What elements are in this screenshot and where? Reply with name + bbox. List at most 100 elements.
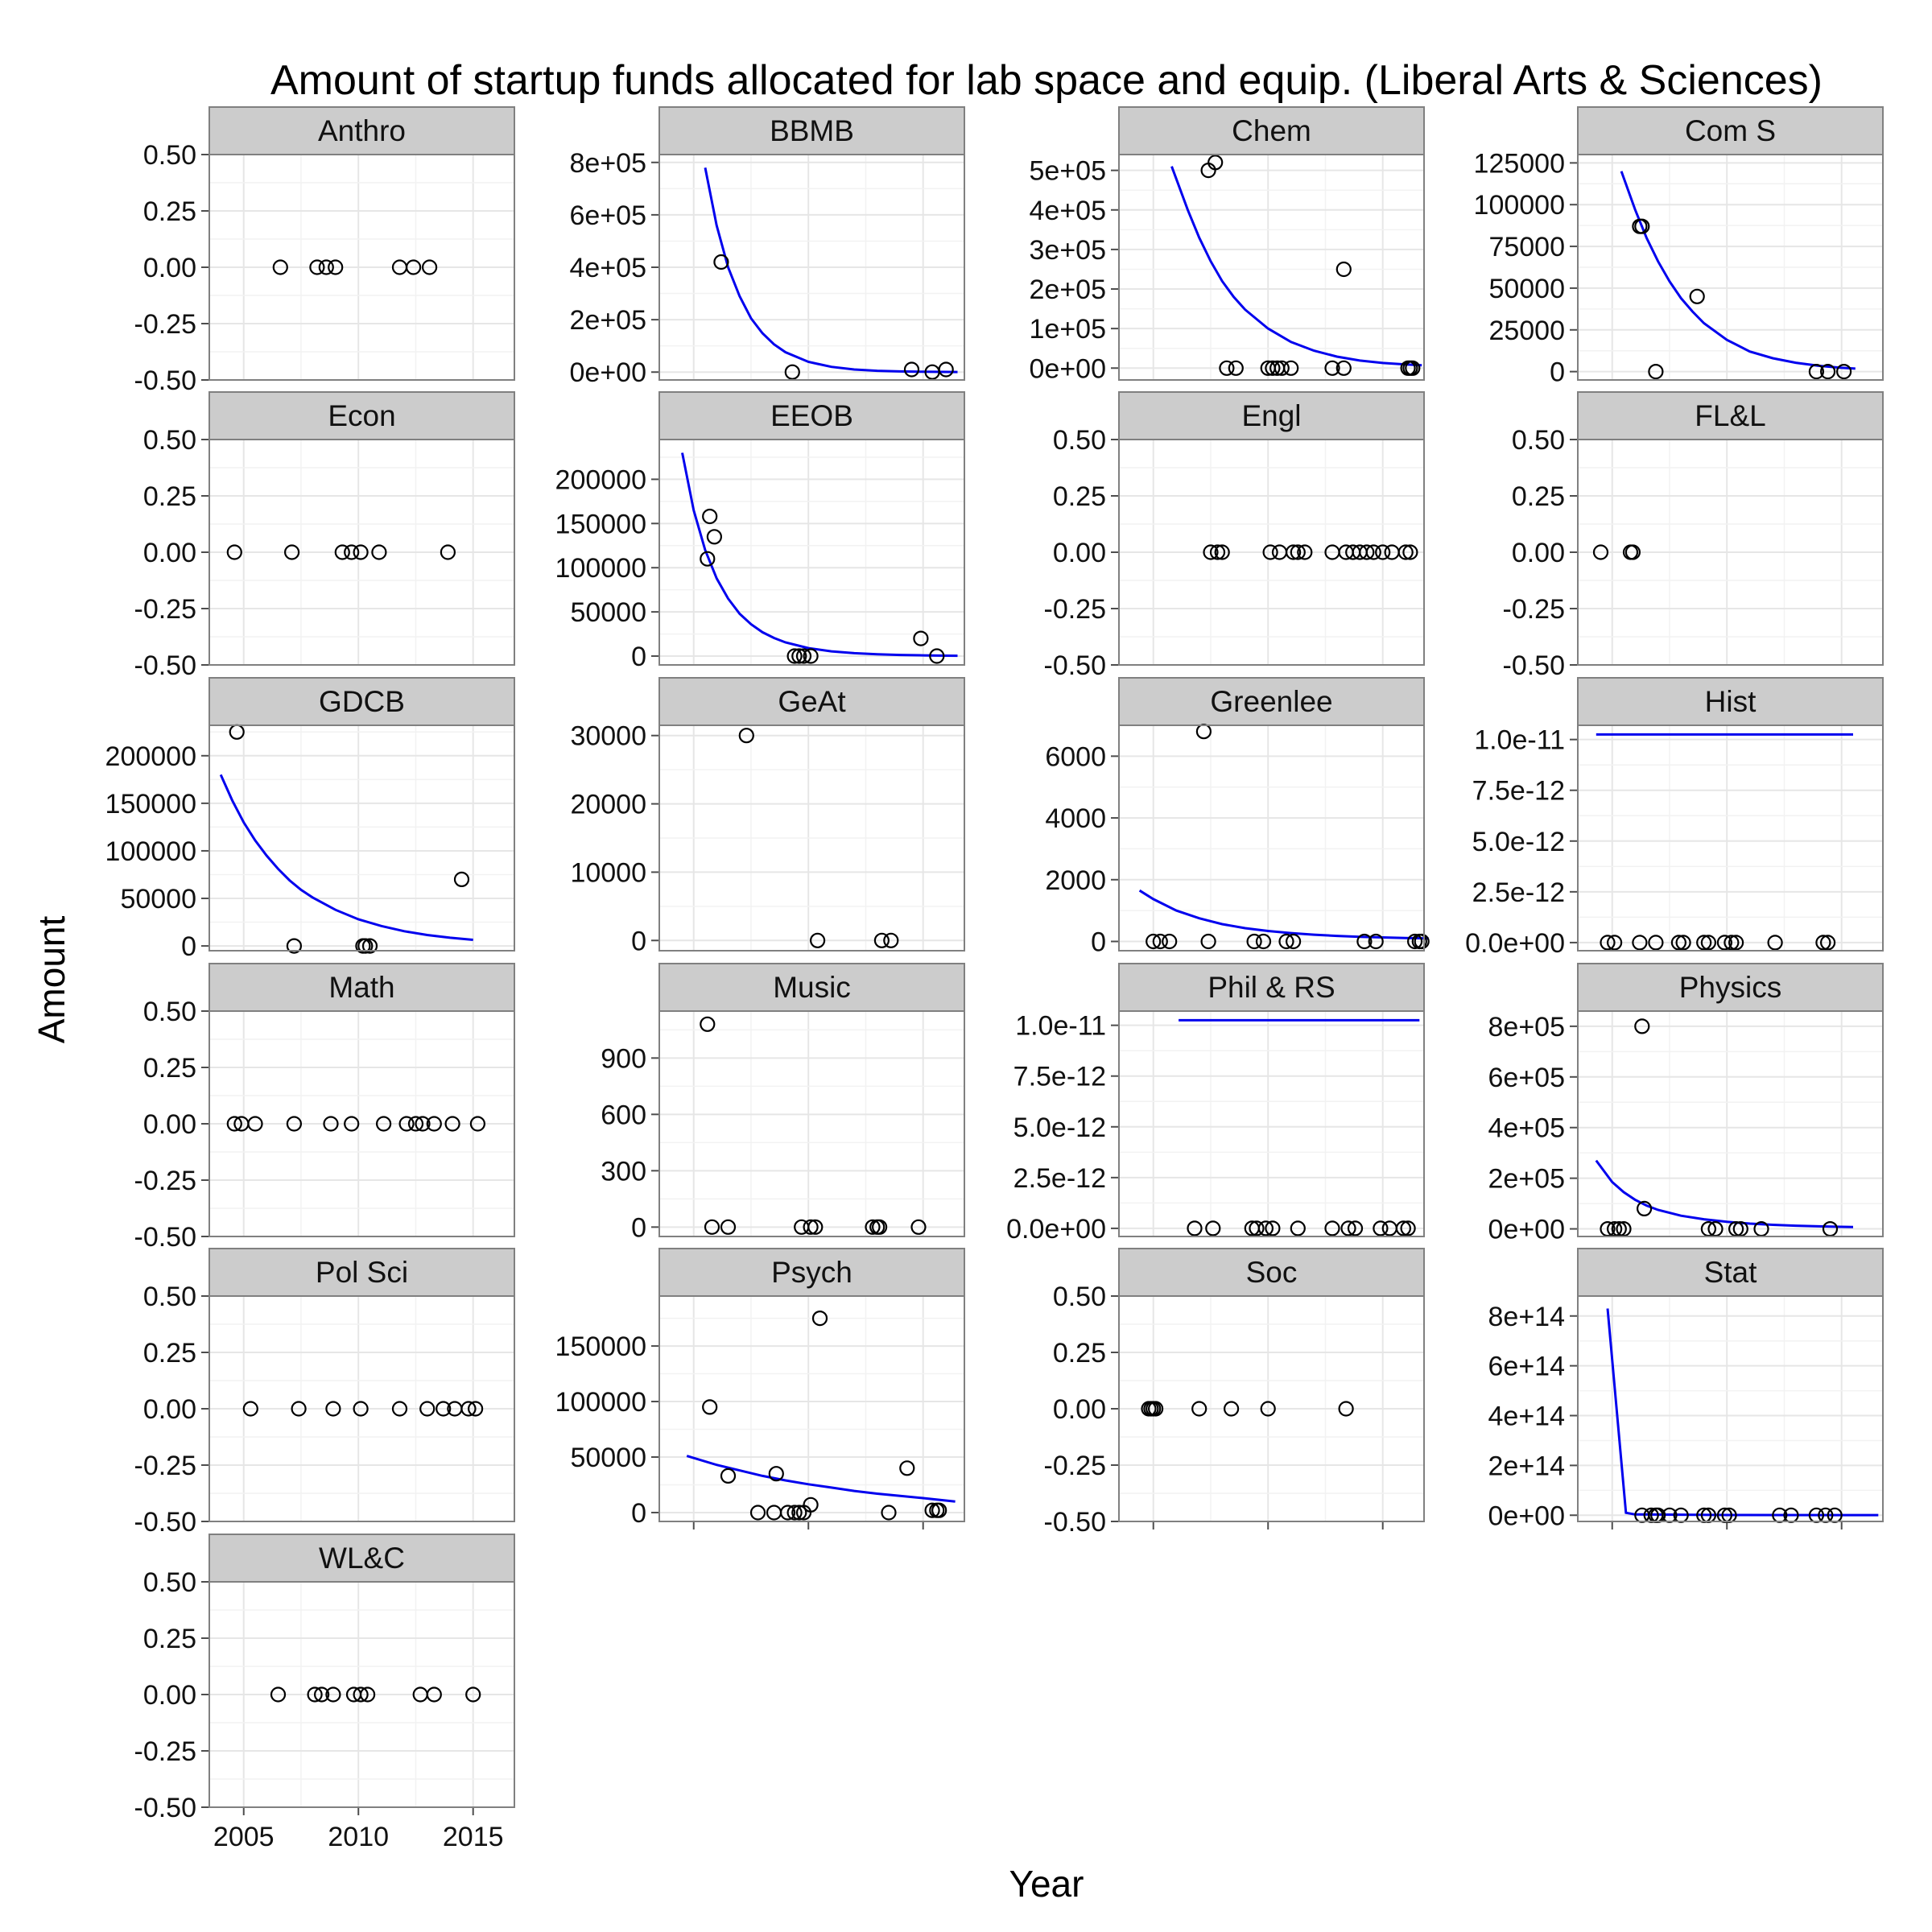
y-tick-label: 100000	[1474, 190, 1565, 221]
data-point	[1203, 544, 1219, 560]
y-tick-label: 100000	[555, 1387, 646, 1418]
facet-stat: Stat 8e+14 6e+14 4e+14 2e+14 0e+00	[1488, 1248, 1884, 1531]
facet-strip-label: Econ	[328, 399, 395, 432]
data-point	[1200, 933, 1216, 950]
data-point	[1368, 933, 1384, 950]
y-tick-label: 0	[1550, 357, 1565, 388]
data-point	[720, 1468, 737, 1484]
facet-chem: Chem 5e+05 4e+05 3e+05 2e+05 1e+05 0e+00	[1030, 106, 1425, 384]
facet-strip	[658, 963, 965, 1012]
facet-strip-label: BBMB	[770, 114, 854, 147]
data-point	[286, 938, 302, 954]
y-tick-label: -0.50	[134, 650, 197, 681]
facet-strip-label: Anthro	[318, 114, 406, 147]
panel-border	[658, 724, 965, 952]
x-tick-label: 2015	[443, 1822, 504, 1852]
panel-border	[1118, 154, 1425, 381]
data-point	[398, 1116, 415, 1132]
data-point	[1815, 935, 1831, 951]
facet-phil-and-rs: Phil & RS 1.0e-11 7.5e-12 5.0e-12 2.5e-12 0.0…	[1006, 963, 1425, 1245]
data-points	[702, 1310, 947, 1521]
data-point	[1400, 1220, 1416, 1236]
y-tick-label: 4e+14	[1488, 1402, 1566, 1432]
facet-geat: GeAt 30000 20000 10000 0	[570, 677, 965, 956]
y-axis-title: Amount	[31, 916, 72, 1044]
fit-line	[1170, 166, 1422, 367]
facet-grid: Anthro 0.50 0.25 0.00 -0.25 -0.50 BBMB 8e+05 6e+…	[105, 106, 1884, 1852]
data-point	[1624, 544, 1641, 560]
panel-border	[1577, 154, 1884, 381]
facet-strip	[1118, 391, 1425, 440]
facet-strip	[208, 1534, 515, 1583]
y-tick-label: -0.50	[134, 1793, 197, 1823]
y-tick-label: 0e+00	[1488, 1215, 1566, 1245]
y-tick-label: 0.00	[143, 1394, 196, 1425]
data-point	[786, 648, 803, 664]
data-point	[702, 508, 718, 525]
y-tick-label: 0.50	[143, 1567, 196, 1598]
data-point	[873, 932, 890, 948]
grid-lines	[1119, 155, 1424, 380]
facet-strip	[1118, 1248, 1425, 1297]
facet-strip-label: Soc	[1246, 1256, 1298, 1289]
data-point	[1187, 1220, 1203, 1236]
facet-strip-label: GDCB	[319, 685, 405, 718]
data-point	[1228, 360, 1244, 376]
grid-lines	[659, 725, 964, 951]
data-point	[1836, 364, 1852, 380]
data-point	[460, 1401, 477, 1417]
data-point	[1767, 935, 1783, 951]
data-point	[436, 1401, 452, 1417]
data-point	[1716, 935, 1732, 951]
data-point	[1208, 155, 1224, 171]
facet-pol-sci: Pol Sci 0.50 0.25 0.00 -0.25 -0.50	[134, 1248, 515, 1538]
data-point	[226, 544, 242, 560]
y-tick-label: 0.00	[143, 1109, 196, 1140]
y-tick-label: 1.0e-11	[1015, 1011, 1106, 1042]
facet-strip-label: GeAt	[778, 685, 846, 718]
data-point	[1414, 933, 1430, 950]
data-point	[871, 1219, 888, 1235]
y-tick-label: 0.25	[1512, 481, 1565, 512]
panel-background	[209, 725, 514, 951]
y-tick-label: 2.5e-12	[1013, 1163, 1106, 1194]
data-point	[913, 630, 929, 646]
data-point	[465, 1686, 481, 1703]
data-points	[270, 1686, 481, 1703]
data-point	[713, 254, 729, 270]
data-point	[353, 544, 369, 560]
y-tick-label: 0.00	[143, 1680, 196, 1711]
y-tick-label: 0.25	[1053, 1338, 1106, 1368]
data-point	[1338, 1401, 1354, 1417]
data-point	[270, 1686, 287, 1703]
y-tick-label: 2e+05	[1488, 1164, 1566, 1195]
data-point	[807, 1219, 824, 1235]
facet-strip-label: Com S	[1685, 114, 1776, 147]
y-tick-label: -0.50	[1044, 650, 1107, 681]
panel-border	[1577, 1295, 1884, 1522]
y-tick-label: 4e+05	[1488, 1113, 1566, 1144]
facet-math: Math 0.50 0.25 0.00 -0.25 -0.50	[134, 963, 515, 1253]
data-point	[1820, 364, 1836, 380]
y-tick-label: 0.00	[1053, 1394, 1106, 1425]
data-point	[1257, 1220, 1274, 1236]
data-point	[865, 1219, 881, 1235]
facet-strip-label: Greenlee	[1210, 685, 1332, 718]
y-tick-label: -0.25	[134, 594, 197, 625]
data-point	[1290, 1220, 1306, 1236]
y-tick-label: -0.50	[1044, 1507, 1107, 1538]
data-point	[1632, 935, 1648, 951]
panel-border	[1118, 1010, 1425, 1237]
data-point	[803, 1219, 819, 1235]
y-tick-label: 7.5e-12	[1013, 1062, 1106, 1092]
data-point	[881, 1505, 897, 1521]
data-points	[226, 544, 456, 560]
panel-border	[208, 439, 515, 666]
data-point	[1648, 935, 1664, 951]
data-point	[247, 1116, 263, 1132]
y-tick-label: -0.25	[134, 309, 197, 340]
grid-lines	[1578, 725, 1883, 951]
data-point	[702, 1399, 718, 1415]
y-tick-label: 0e+00	[1488, 1501, 1566, 1531]
data-point	[1592, 544, 1609, 560]
